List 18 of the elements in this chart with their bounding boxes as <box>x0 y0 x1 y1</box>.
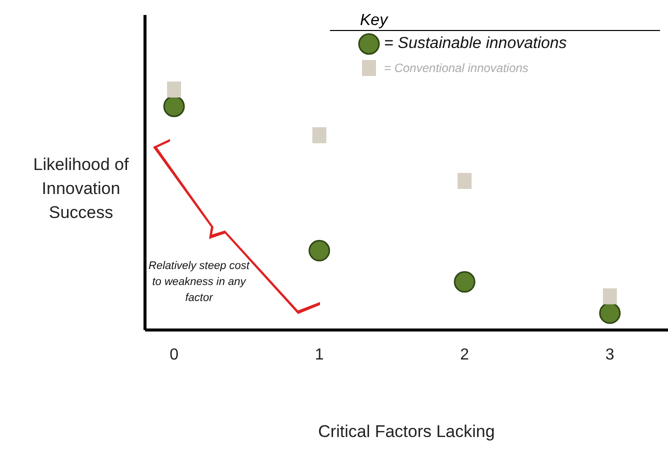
point <box>599 302 621 324</box>
x-tick-label: 3 <box>605 346 614 364</box>
y-axis-title: Likelihood of Innovation Success <box>32 154 130 224</box>
legend-title: Key <box>330 12 660 31</box>
point <box>312 127 326 144</box>
point <box>602 288 617 304</box>
x-tick-label: 0 <box>170 346 179 364</box>
point <box>163 96 185 118</box>
point <box>454 271 476 293</box>
point <box>167 82 182 98</box>
legend-label: = Sustainable innovations <box>384 35 567 53</box>
point <box>458 172 472 189</box>
annotation: Relatively steep cost to weakness in any factor <box>148 259 250 306</box>
point <box>308 240 330 262</box>
x-tick-label: 2 <box>460 346 470 364</box>
x-axis-title: Critical Factors Lacking <box>317 422 496 442</box>
legend-label: = Conventional innovations <box>384 61 528 75</box>
x-tick-label: 1 <box>314 346 324 364</box>
